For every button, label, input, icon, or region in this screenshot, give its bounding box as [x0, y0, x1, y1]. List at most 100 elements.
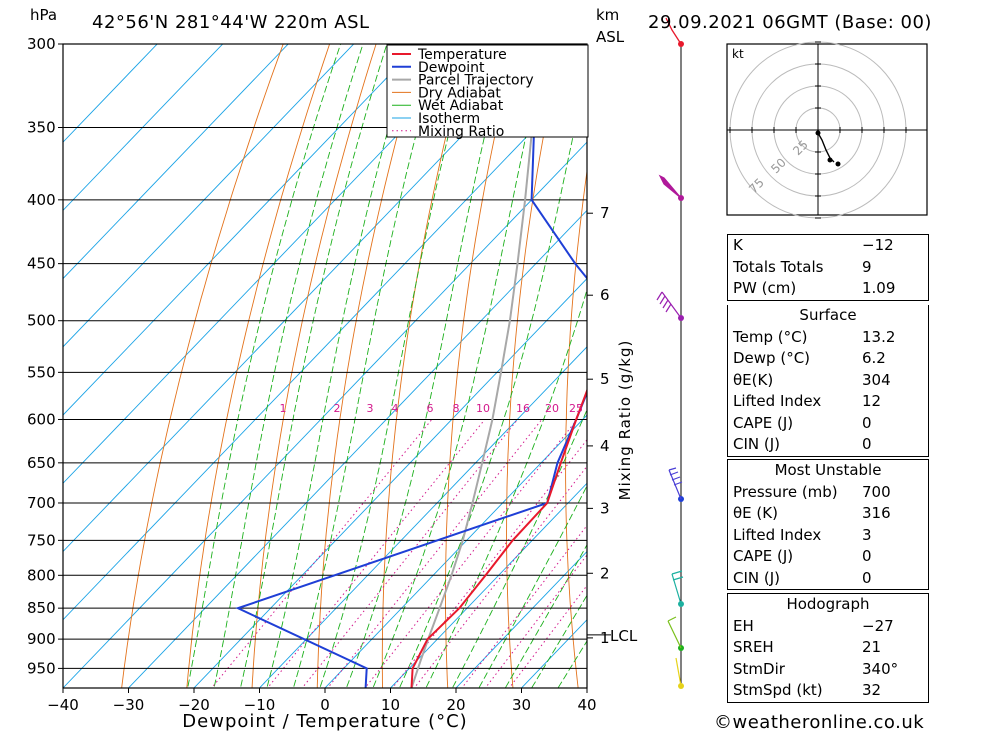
legend-entry: Mixing Ratio	[418, 124, 504, 140]
pressure-tick-label: 550	[27, 363, 56, 381]
index-value: 316	[862, 504, 891, 522]
isotherm-line	[63, 44, 420, 416]
wind-barb	[656, 291, 682, 319]
index-label: θE(K)	[733, 370, 774, 389]
wet-adiabat-line	[531, 594, 587, 688]
isotherm-line	[63, 141, 587, 688]
general-indices-panel: K −12 Totals Totals 9 PW (cm) 1.09	[727, 234, 929, 301]
index-row: StmSpd (kt) 32	[728, 680, 928, 702]
dewpoint-profile	[235, 44, 587, 688]
isotherm-line	[127, 209, 587, 688]
index-row: θE (K) 316	[728, 503, 928, 525]
wet-adiabat-line	[425, 288, 587, 688]
wind-barb	[665, 17, 682, 45]
credit-text: ©weatheronline.co.uk	[714, 712, 924, 733]
isotherm-line	[258, 346, 587, 688]
index-label: Totals Totals	[733, 257, 824, 276]
pressure-tick-label: 350	[27, 119, 56, 137]
mixing-ratio-label: 20	[545, 402, 559, 415]
index-value: 21	[862, 638, 882, 656]
index-label: SREH	[733, 638, 774, 656]
index-label: CAPE (J)	[733, 413, 794, 432]
pressure-tick-label: 300	[27, 35, 56, 53]
isotherm-line	[455, 550, 587, 688]
asl-unit-label: ASL	[596, 28, 625, 46]
index-label: PW (cm)	[733, 279, 797, 297]
x-tick-label: 30	[512, 696, 531, 714]
isotherm-line	[63, 44, 355, 348]
pressure-unit-label: hPa	[30, 6, 57, 24]
index-value: 6.2	[862, 349, 886, 367]
index-label: Lifted Index	[733, 392, 822, 410]
wet-adiabat-line	[187, 44, 342, 688]
index-value: 0	[862, 547, 872, 565]
isotherm-line	[63, 44, 224, 212]
km-tick-label: 1	[600, 629, 610, 647]
location-title: 42°56'N 281°44'W 220m ASL	[92, 12, 370, 33]
index-row: Pressure (mb) 700	[728, 482, 928, 504]
pressure-tick-label: 400	[27, 191, 56, 209]
index-value: 340°	[862, 659, 899, 678]
km-tick-label: 4	[600, 437, 610, 455]
index-label: EH	[733, 616, 754, 635]
isotherm-line	[63, 44, 289, 280]
index-label: CIN (J)	[733, 435, 781, 453]
km-tick-label: 5	[600, 370, 610, 388]
index-label: Lifted Index	[733, 525, 822, 544]
index-value: 32	[862, 681, 882, 699]
legend-entry: Dewpoint	[418, 60, 485, 76]
isotherm-line	[389, 482, 587, 688]
pressure-tick-label: 750	[27, 531, 56, 549]
index-row: Lifted Index 12	[728, 391, 928, 413]
index-row: K −12	[728, 235, 928, 257]
mixing-ratio-label: 4	[392, 402, 399, 415]
km-unit-label: km	[596, 6, 619, 24]
lcl-label: LCL	[610, 627, 638, 645]
index-row: CIN (J) 0	[728, 568, 928, 590]
pressure-tick-label: 650	[27, 454, 56, 472]
mixing-ratio-label: 3	[367, 402, 374, 415]
mixing-ratio-label: 2	[334, 402, 341, 415]
index-label: Temp (°C)	[733, 327, 808, 346]
pressure-tick-label: 950	[27, 659, 56, 677]
index-row: PW (cm) 1.09	[728, 278, 928, 300]
dry-adiabat-line	[678, 7, 710, 697]
dry-adiabat-line	[980, 7, 1000, 697]
dry-adiabat-line	[933, 7, 1000, 697]
mixing-ratio-label: 10	[476, 402, 490, 415]
wet-adiabat-line	[213, 44, 364, 688]
pressure-tick-label: 850	[27, 599, 56, 617]
hodograph-point	[827, 157, 833, 163]
index-label: CIN (J)	[733, 568, 781, 587]
index-value: 304	[862, 370, 891, 389]
x-tick-label: 0	[320, 696, 330, 714]
dry-adiabat-line	[121, 44, 284, 688]
index-label: StmDir	[733, 659, 785, 678]
index-row: Lifted Index 3	[728, 525, 928, 547]
hodograph-point	[835, 161, 841, 167]
index-value: 1.09	[862, 279, 896, 297]
x-tick-label: −10	[244, 696, 276, 714]
legend-entry: Parcel Trajectory	[418, 73, 534, 89]
wind-barb	[671, 570, 684, 605]
index-label: CAPE (J)	[733, 547, 794, 565]
wet-adiabat-line	[239, 44, 388, 688]
mixing-ratio-axis-label: Mixing Ratio (g/kg)	[616, 340, 634, 501]
x-tick-label: −20	[178, 696, 210, 714]
index-row: CAPE (J) 0	[728, 546, 928, 568]
index-value: 13.2	[862, 327, 896, 346]
index-label: θE (K)	[733, 504, 778, 522]
index-label: StmSpd (kt)	[733, 681, 823, 699]
index-row: θE(K) 304	[728, 370, 928, 392]
hodograph-indices-title: Hodograph	[786, 595, 870, 613]
x-tick-label: 40	[577, 696, 596, 714]
parcel-trajectory-profile	[410, 44, 542, 688]
mixing-ratio-line	[210, 419, 433, 688]
pressure-tick-label: 700	[27, 494, 56, 512]
hodograph-indices-panel: Hodograph EH −27 SREH 21 StmDir 340° StmSpd (k…	[727, 593, 929, 703]
index-value: 0	[862, 435, 872, 453]
pressure-tick-label: 600	[27, 410, 56, 428]
x-tick-label: −40	[47, 696, 79, 714]
index-value: −12	[862, 236, 894, 254]
most-unstable-panel: Most Unstable Pressure (mb) 700 θE (K) 316 L…	[727, 459, 929, 590]
